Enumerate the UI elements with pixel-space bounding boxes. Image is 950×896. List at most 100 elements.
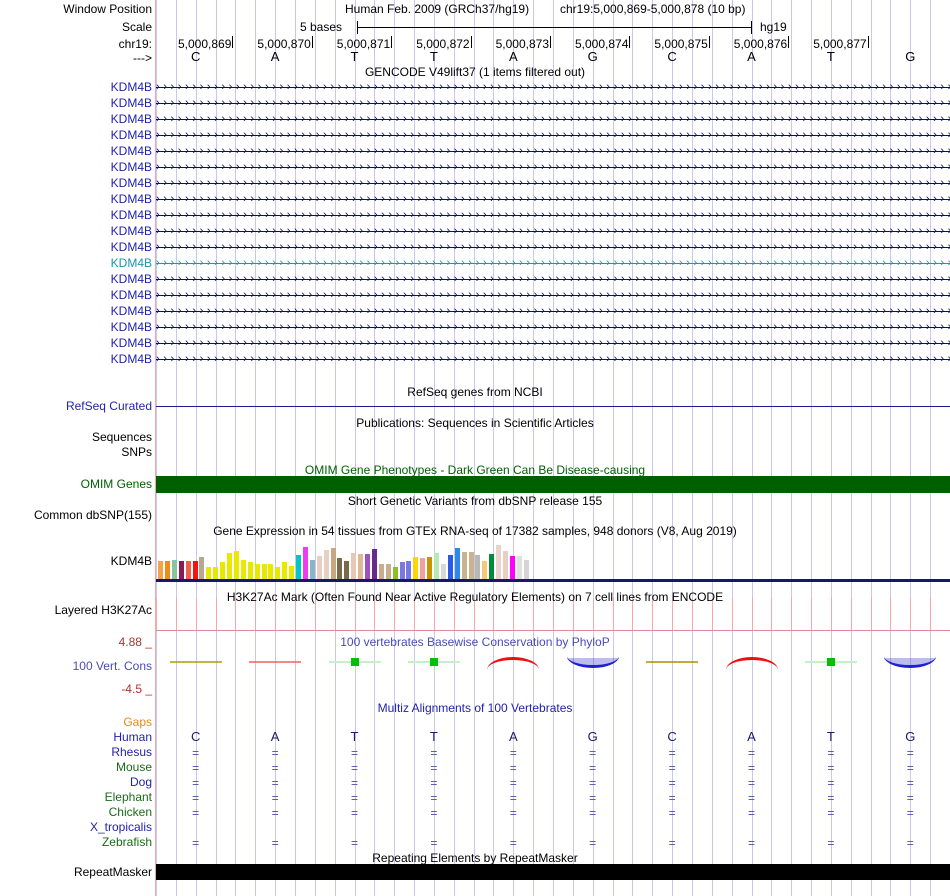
conservation-mark[interactable]	[249, 655, 302, 669]
gtex-tissue-bar[interactable]	[330, 548, 336, 582]
gencode-transcript-row[interactable]: ››››››››››››››››››››››››››››››››››››››››…	[156, 112, 950, 127]
gtex-tissue-bar[interactable]	[392, 567, 398, 582]
gtex-tissue-bar[interactable]	[516, 556, 522, 582]
gtex-tissue-bar[interactable]	[523, 560, 529, 582]
gtex-tissue-bar[interactable]	[164, 561, 170, 582]
gtex-tissue-bar[interactable]	[254, 564, 260, 582]
gencode-gene-label[interactable]: KDM4B	[110, 96, 152, 110]
gtex-tissue-bar[interactable]	[475, 555, 481, 582]
gtex-tissue-bar[interactable]	[358, 554, 364, 582]
gencode-gene-label[interactable]: KDM4B	[110, 160, 152, 174]
gencode-transcript-row[interactable]: ››››››››››››››››››››››››››››››››››››››››…	[156, 208, 950, 223]
gtex-tissue-bar[interactable]	[282, 562, 288, 582]
gtex-tissue-bar[interactable]	[199, 557, 205, 582]
gencode-transcript-row[interactable]: ››››››››››››››››››››››››››››››››››››››››…	[156, 256, 950, 271]
gtex-tissue-bar[interactable]	[351, 553, 357, 582]
publications-snps-label[interactable]: SNPs	[121, 445, 152, 459]
gtex-tissue-bar[interactable]	[158, 561, 163, 582]
omim-gene-bar[interactable]	[156, 476, 950, 493]
gtex-tissue-bar[interactable]	[365, 554, 370, 582]
conservation-mark[interactable]	[487, 655, 540, 669]
gencode-transcript-row[interactable]: ››››››››››››››››››››››››››››››››››››››››…	[156, 128, 950, 143]
gencode-gene-label[interactable]: KDM4B	[110, 352, 152, 366]
phylop-label[interactable]: 100 Vert. Cons	[72, 659, 152, 673]
gtex-tissue-bar[interactable]	[233, 551, 239, 582]
gencode-gene-label[interactable]: KDM4B	[110, 240, 152, 254]
multiz-species-label-x_tropicalis[interactable]: X_tropicalis	[89, 820, 152, 834]
multiz-species-label-elephant[interactable]: Elephant	[104, 790, 152, 804]
gencode-transcript-row[interactable]: ››››››››››››››››››››››››››››››››››››››››…	[156, 320, 950, 335]
gencode-gene-label[interactable]: KDM4B	[110, 336, 152, 350]
gtex-tissue-bar[interactable]	[461, 552, 467, 582]
gencode-gene-label[interactable]: KDM4B	[110, 192, 152, 206]
gtex-tissue-bar[interactable]	[213, 567, 219, 582]
gencode-transcript-row[interactable]: ››››››››››››››››››››››››››››››››››››››››…	[156, 160, 950, 175]
gtex-tissue-bar[interactable]	[316, 556, 322, 582]
repeatmasker-bar[interactable]	[156, 864, 950, 880]
conservation-mark[interactable]	[407, 655, 460, 669]
gtex-tissue-bar[interactable]	[261, 564, 267, 582]
layered-h3k27ac-label[interactable]: Layered H3K27Ac	[54, 603, 152, 617]
gencode-transcript-row[interactable]: ››››››››››››››››››››››››››››››››››››››››…	[156, 288, 950, 303]
gencode-gene-label[interactable]: KDM4B	[110, 80, 152, 94]
gtex-tissue-bar[interactable]	[503, 551, 508, 582]
gtex-tissue-bar[interactable]	[496, 545, 502, 582]
gtex-tissue-bar[interactable]	[427, 557, 433, 582]
gtex-tissue-bar[interactable]	[420, 558, 426, 582]
gencode-transcript-row[interactable]: ››››››››››››››››››››››››››››››››››››››››…	[156, 224, 950, 239]
gtex-tissue-bar[interactable]	[413, 557, 419, 582]
gtex-tissue-bar[interactable]	[378, 564, 384, 582]
gencode-transcript-row[interactable]: ››››››››››››››››››››››››››››››››››››››››…	[156, 144, 950, 159]
gencode-transcript-row[interactable]: ››››››››››››››››››››››››››››››››››››››››…	[156, 192, 950, 207]
conservation-mark[interactable]	[328, 655, 381, 669]
gtex-tissue-bar[interactable]	[192, 561, 198, 582]
gaps-label[interactable]: Gaps	[123, 715, 152, 729]
gtex-tissue-bar[interactable]	[337, 558, 343, 582]
gencode-transcript-row[interactable]: ››››››››››››››››››››››››››››››››››››››››…	[156, 240, 950, 255]
gencode-gene-label[interactable]: KDM4B	[110, 176, 152, 190]
gencode-gene-label[interactable]: KDM4B	[110, 144, 152, 158]
conservation-mark[interactable]	[725, 655, 778, 669]
gtex-tissue-bar[interactable]	[509, 556, 515, 582]
gtex-tissue-bar[interactable]	[275, 567, 281, 582]
conservation-mark[interactable]	[804, 655, 857, 669]
gtex-gene-label[interactable]: KDM4B	[110, 554, 152, 568]
phylop-conservation-marks[interactable]	[156, 655, 950, 675]
gencode-gene-label[interactable]: KDM4B	[110, 112, 152, 126]
gencode-gene-label[interactable]: KDM4B	[110, 272, 152, 286]
gtex-tissue-bar[interactable]	[447, 555, 453, 582]
multiz-species-label-rhesus[interactable]: Rhesus	[111, 745, 152, 759]
publications-sequences-label[interactable]: Sequences	[91, 430, 152, 444]
gencode-gene-label[interactable]: KDM4B	[110, 288, 152, 302]
gtex-tissue-bar[interactable]	[268, 564, 274, 582]
gtex-tissue-bar[interactable]	[289, 566, 295, 582]
gtex-tissue-bar[interactable]	[302, 547, 308, 582]
gencode-gene-label[interactable]: KDM4B	[110, 224, 152, 238]
omim-genes-label[interactable]: OMIM Genes	[80, 477, 152, 491]
multiz-species-label-chicken[interactable]: Chicken	[108, 805, 152, 819]
gencode-transcript-row[interactable]: ››››››››››››››››››››››››››››››››››››››››…	[156, 336, 950, 351]
gtex-tissue-bar[interactable]	[227, 553, 232, 582]
gtex-tissue-bar[interactable]	[247, 562, 253, 582]
gtex-tissue-bar[interactable]	[399, 562, 405, 582]
common-dbsnp-label[interactable]: Common dbSNP(155)	[33, 508, 152, 522]
repeatmasker-label[interactable]: RepeatMasker	[73, 865, 152, 879]
gencode-transcript-row[interactable]: ››››››››››››››››››››››››››››››››››››››››…	[156, 176, 950, 191]
gtex-tissue-bar[interactable]	[344, 561, 350, 582]
conservation-mark[interactable]	[646, 655, 699, 669]
multiz-species-label-mouse[interactable]: Mouse	[115, 760, 152, 774]
gtex-tissue-bar[interactable]	[440, 564, 446, 582]
gtex-tissue-bar[interactable]	[482, 561, 488, 582]
gtex-tissue-bar[interactable]	[206, 567, 212, 582]
gtex-tissue-bar[interactable]	[434, 553, 439, 582]
gencode-transcript-row[interactable]: ››››››››››››››››››››››››››››››››››››››››…	[156, 272, 950, 287]
multiz-species-label-zebrafish[interactable]: Zebrafish	[101, 835, 152, 849]
gtex-tissue-bar[interactable]	[171, 560, 177, 582]
gtex-tissue-bar[interactable]	[406, 561, 412, 582]
gencode-transcript-row[interactable]: ››››››››››››››››››››››››››››››››››››››››…	[156, 96, 950, 111]
gencode-gene-label[interactable]: KDM4B	[110, 304, 152, 318]
gtex-bar-chart[interactable]	[157, 538, 534, 582]
gencode-transcript-row[interactable]: ››››››››››››››››››››››››››››››››››››››››…	[156, 80, 950, 95]
conservation-mark[interactable]	[884, 655, 937, 669]
multiz-species-label-human[interactable]: Human	[113, 730, 152, 744]
